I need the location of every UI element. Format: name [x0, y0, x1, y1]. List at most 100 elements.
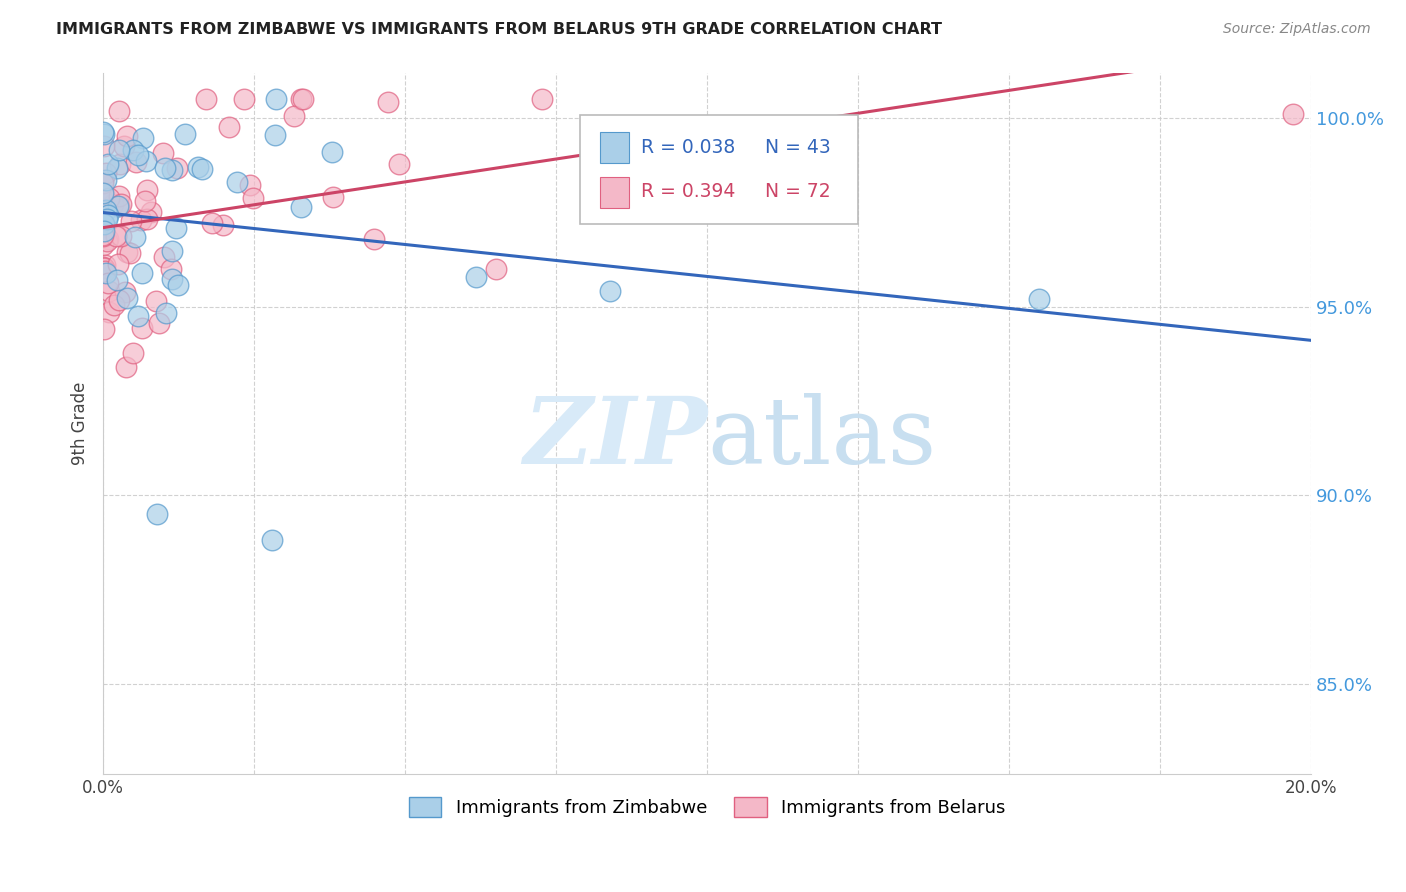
Point	[122, 346, 145, 360]
Point	[290, 200, 312, 214]
Point	[190, 162, 212, 177]
Point	[187, 160, 209, 174]
Point	[105, 273, 128, 287]
Point	[94, 166, 117, 180]
Text: N = 43: N = 43	[765, 137, 831, 156]
Point	[97, 157, 120, 171]
Point	[322, 190, 344, 204]
Point	[93, 217, 115, 231]
Point	[201, 216, 224, 230]
Point	[242, 190, 264, 204]
Point	[131, 266, 153, 280]
Point	[91, 176, 114, 190]
Point	[94, 173, 117, 187]
Point	[98, 305, 121, 319]
Point	[93, 322, 115, 336]
Point	[97, 276, 120, 290]
Point	[93, 192, 115, 206]
Point	[105, 228, 128, 243]
Point	[93, 224, 115, 238]
Point	[112, 139, 135, 153]
Text: R = 0.038: R = 0.038	[641, 137, 735, 156]
Point	[283, 109, 305, 123]
Point	[91, 260, 114, 274]
Point	[195, 92, 218, 106]
Point	[93, 127, 115, 141]
Point	[108, 144, 131, 158]
Point	[145, 294, 167, 309]
Point	[107, 199, 129, 213]
Point	[377, 95, 399, 110]
Point	[91, 186, 114, 200]
Point	[160, 261, 183, 276]
Point	[105, 161, 128, 176]
Point	[110, 197, 132, 211]
Point	[135, 182, 157, 196]
Point	[115, 129, 138, 144]
Point	[115, 245, 138, 260]
Point	[93, 260, 115, 275]
Point	[464, 269, 486, 284]
Point	[127, 147, 149, 161]
Point	[134, 194, 156, 209]
Point	[91, 229, 114, 244]
Point	[97, 208, 120, 222]
Point	[108, 293, 131, 307]
Point	[160, 163, 183, 178]
Point	[108, 103, 131, 118]
Point	[132, 131, 155, 145]
Text: ZIP: ZIP	[523, 392, 707, 483]
Point	[124, 230, 146, 244]
FancyBboxPatch shape	[599, 177, 628, 208]
Point	[485, 262, 508, 277]
Point	[135, 154, 157, 169]
Point	[91, 230, 114, 244]
Point	[120, 214, 142, 228]
Point	[122, 143, 145, 157]
Point	[127, 310, 149, 324]
Point	[131, 321, 153, 335]
Point	[91, 172, 114, 186]
Point	[290, 92, 312, 106]
Point	[108, 157, 131, 171]
Point	[146, 507, 169, 521]
Point	[114, 360, 136, 375]
Point	[239, 178, 262, 193]
Point	[218, 120, 240, 135]
Point	[1028, 292, 1050, 306]
Point	[94, 202, 117, 217]
Point	[226, 175, 249, 189]
Point	[96, 211, 118, 226]
Point	[91, 237, 114, 252]
Point	[166, 161, 188, 175]
Point	[107, 257, 129, 271]
Point	[91, 125, 114, 139]
Point	[103, 196, 125, 211]
Point	[93, 219, 115, 234]
Point	[107, 199, 129, 213]
Point	[166, 221, 188, 235]
Point	[97, 191, 120, 205]
Point	[93, 186, 115, 200]
Point	[94, 258, 117, 272]
FancyBboxPatch shape	[581, 115, 858, 224]
Point	[148, 316, 170, 330]
Point	[321, 145, 343, 160]
Point	[152, 146, 174, 161]
Point	[115, 291, 138, 305]
Point	[212, 218, 235, 232]
Point	[108, 189, 131, 203]
Legend: Immigrants from Zimbabwe, Immigrants from Belarus: Immigrants from Zimbabwe, Immigrants fro…	[402, 789, 1012, 825]
Point	[114, 285, 136, 300]
Point	[174, 127, 197, 141]
Point	[96, 266, 118, 280]
Point	[264, 128, 287, 143]
Point	[96, 234, 118, 248]
Point	[1282, 107, 1305, 121]
Point	[153, 250, 176, 264]
Point	[118, 246, 141, 260]
Point	[363, 232, 385, 246]
Point	[129, 212, 152, 227]
Point	[388, 157, 411, 171]
Point	[136, 211, 159, 226]
